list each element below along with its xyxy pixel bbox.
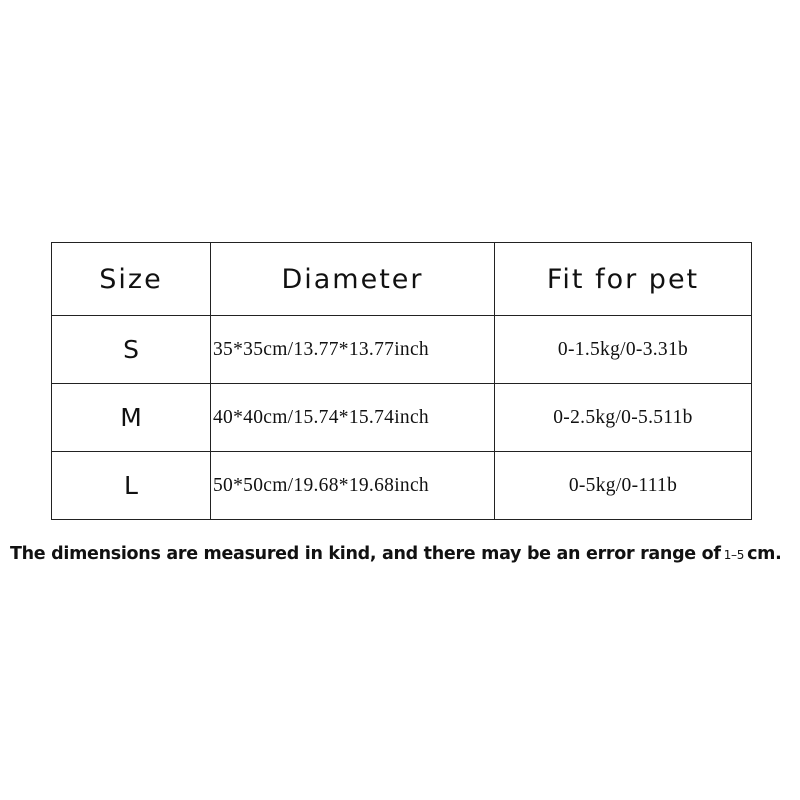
header-diameter: Diameter [210, 242, 495, 316]
note-range: 1–5 [723, 548, 745, 562]
size-cell: M [51, 383, 211, 452]
header-size: Size [51, 242, 211, 316]
size-cell: L [51, 451, 211, 520]
size-cell: S [51, 315, 211, 384]
diameter-cell: 40*40cm/15.74*15.74inch [210, 383, 495, 452]
note-unit: cm. [747, 544, 782, 564]
table-row: S 35*35cm/13.77*13.77inch 0-1.5kg/0-3.31… [51, 315, 752, 384]
table-row: L 50*50cm/19.68*19.68inch 0-5kg/0-111b [51, 451, 752, 520]
table-row: M 40*40cm/15.74*15.74inch 0-2.5kg/0-5.51… [51, 383, 752, 452]
measurement-note: The dimensions are measured in kind, and… [10, 544, 800, 564]
fit-cell: 0-5kg/0-111b [494, 451, 752, 520]
diameter-cell: 35*35cm/13.77*13.77inch [210, 315, 495, 384]
note-text: The dimensions are measured in kind, and… [10, 544, 721, 564]
table-header-row: Size Diameter Fit for pet [51, 242, 752, 316]
header-fit-for-pet: Fit for pet [494, 242, 752, 316]
diameter-cell: 50*50cm/19.68*19.68inch [210, 451, 495, 520]
fit-cell: 0-2.5kg/0-5.511b [494, 383, 752, 452]
fit-cell: 0-1.5kg/0-3.31b [494, 315, 752, 384]
size-table: Size Diameter Fit for pet S 35*35cm/13.7… [51, 242, 752, 520]
